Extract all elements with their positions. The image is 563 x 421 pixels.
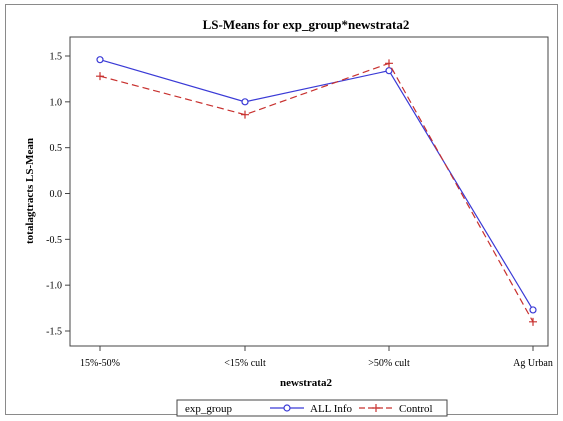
legend-label-all-info: ALL Info: [310, 403, 353, 415]
x-axis: 15%-50% <15% cult >50% cult Ag Urban: [80, 346, 553, 369]
legend: exp_group ALL Info Control: [176, 399, 448, 417]
legend-marker-control: [372, 404, 380, 412]
series-line-all-info: [99, 59, 534, 311]
plot-area: [69, 36, 549, 347]
y-axis-label: totalagtracts LS-Mean: [24, 138, 36, 244]
point-marker-control: [241, 110, 249, 119]
legend-box: [176, 399, 448, 417]
legend-marker-all-info: [283, 404, 291, 412]
x-tick-label: Ag Urban: [513, 358, 553, 369]
y-tick-label: -1.5: [46, 327, 62, 338]
point-marker-control: [96, 72, 104, 81]
point-marker-all-info: [529, 306, 537, 314]
y-tick-label: -0.5: [46, 235, 62, 246]
y-tick-label: 1.0: [50, 97, 63, 108]
y-tick-label: 0.0: [50, 189, 63, 200]
point-marker-control: [385, 59, 393, 68]
point-marker-all-info: [96, 56, 104, 64]
legend-title: exp_group: [185, 403, 233, 415]
x-tick-label: <15% cult: [224, 358, 266, 369]
legend-items: ALL Info Control: [270, 403, 433, 415]
legend-label-control: Control: [399, 403, 433, 415]
point-marker-all-info: [385, 67, 393, 75]
y-tick-label: 0.5: [50, 143, 63, 154]
series-line-control: [99, 62, 534, 323]
point-marker-control: [529, 317, 537, 326]
y-axis: 1.5 1.0 0.5 0.0 -0.5 -1.0 -1.5: [46, 52, 70, 338]
series-layer: [96, 56, 537, 326]
x-tick-label: 15%-50%: [80, 358, 120, 369]
point-marker-all-info: [241, 98, 249, 106]
x-axis-label: newstrata2: [280, 377, 332, 389]
y-tick-label: -1.0: [46, 281, 62, 292]
y-tick-label: 1.5: [50, 52, 63, 63]
x-tick-label: >50% cult: [368, 358, 410, 369]
chart-title: LS-Means for exp_group*newstrata2: [203, 17, 410, 32]
